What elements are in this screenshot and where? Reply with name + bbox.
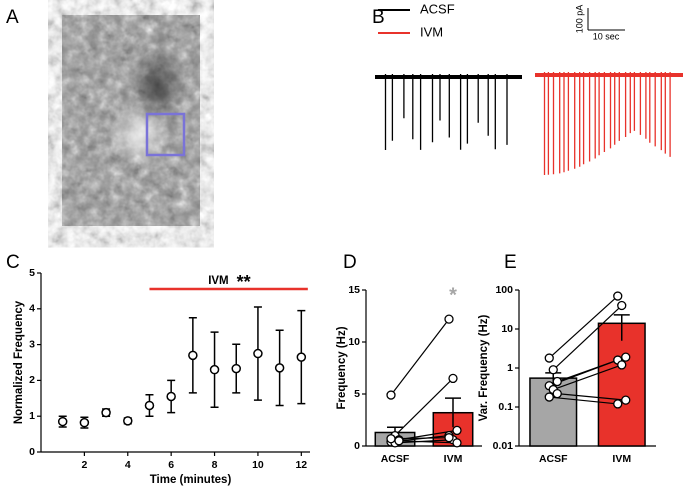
x-tick-label: ACSF	[539, 453, 568, 465]
point	[253, 348, 263, 359]
point	[617, 300, 627, 311]
point	[209, 364, 220, 375]
point	[617, 360, 627, 370]
x-tick-label: 12	[295, 459, 307, 471]
x-tick-label: IVM	[612, 453, 631, 465]
x-tick-label: IVM	[444, 453, 463, 465]
point	[613, 399, 623, 409]
x-axis-label: Time (minutes)	[150, 474, 232, 486]
pair-line	[557, 393, 626, 401]
point	[166, 391, 176, 402]
micrograph	[62, 15, 200, 226]
traces: ACSF IVM	[375, 1, 683, 175]
x-tick-label: 8	[212, 459, 218, 471]
point	[552, 388, 562, 399]
legend-label: IVM	[420, 24, 443, 39]
annotation-text: IVM	[208, 275, 228, 287]
pair-line	[552, 305, 623, 371]
image-cell	[110, 105, 170, 165]
image-dark	[128, 45, 188, 125]
point	[386, 434, 396, 444]
y-tick-label: 4	[29, 303, 35, 315]
scale-x-label: 10 sec	[593, 31, 620, 41]
y-axis-label: Frequency (Hz)	[336, 326, 348, 409]
scale-y-label: 100 pA	[574, 5, 584, 34]
panel-label: D	[343, 252, 357, 273]
x-tick-label: 6	[168, 459, 174, 471]
y-tick-label: 0	[354, 440, 360, 452]
point	[296, 352, 307, 362]
pair-line	[548, 295, 619, 359]
y-tick-label: 1	[29, 410, 35, 422]
point	[101, 407, 111, 418]
x-tick-label: 4	[125, 459, 131, 471]
panel-label: A	[6, 7, 19, 28]
y-tick-label: 0.1	[498, 401, 513, 413]
point	[123, 416, 133, 426]
point	[57, 416, 68, 427]
panel-label: B	[372, 7, 385, 28]
bar	[597, 322, 646, 447]
pair-line	[390, 318, 450, 396]
y-tick-label: 2	[29, 374, 35, 386]
y-tick-label: 1	[507, 362, 513, 374]
point	[444, 314, 454, 324]
point	[621, 395, 631, 405]
point	[274, 363, 285, 373]
annotation-stars: **	[237, 272, 251, 292]
panel-label: E	[504, 252, 517, 273]
y-axis-label: Var. Frequency (Hz)	[478, 314, 490, 421]
point	[548, 365, 558, 375]
point	[231, 363, 241, 374]
y-tick-label: 0.01	[493, 440, 514, 452]
roi-box	[145, 112, 186, 157]
pair-line	[398, 440, 458, 444]
legend-label: ACSF	[420, 1, 455, 16]
y-tick-label: 100	[495, 284, 513, 296]
trace-noise	[375, 75, 522, 79]
error-bar	[445, 397, 461, 428]
pair-line	[549, 396, 618, 405]
error-bar	[613, 314, 630, 341]
point	[448, 373, 458, 384]
pair-line	[553, 364, 622, 391]
y-tick-label: 5	[29, 267, 35, 279]
point	[552, 376, 562, 387]
point	[79, 417, 90, 428]
point	[452, 425, 462, 436]
annotation-stars: *	[449, 284, 457, 306]
point	[544, 392, 554, 402]
y-tick-label: 3	[29, 338, 35, 350]
trace	[535, 72, 683, 175]
point	[144, 400, 155, 411]
x-tick-label: ACSF	[381, 453, 410, 465]
x-tick-label: 2	[81, 459, 87, 471]
point	[188, 350, 198, 361]
point	[621, 352, 631, 362]
trace-noise	[535, 73, 683, 77]
y-axis-label: Normalized Frequency	[13, 300, 25, 424]
y-tick-label: 0	[29, 446, 35, 458]
point	[613, 291, 623, 301]
panel-label: C	[6, 252, 20, 273]
y-tick-label: 10	[501, 323, 513, 335]
y-tick-label: 10	[348, 336, 360, 348]
point	[544, 353, 554, 363]
point	[444, 433, 454, 443]
point	[394, 436, 404, 446]
y-tick-label: 5	[354, 388, 360, 400]
point	[452, 438, 462, 448]
x-tick-label: 10	[252, 459, 264, 471]
point	[386, 390, 396, 400]
pair-line	[394, 377, 454, 437]
trace	[375, 74, 522, 150]
y-tick-label: 15	[348, 284, 360, 296]
